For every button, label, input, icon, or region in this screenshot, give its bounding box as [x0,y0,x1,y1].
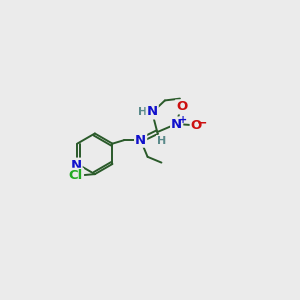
Text: N: N [70,159,82,172]
Text: N: N [171,118,182,130]
Text: O: O [176,100,187,113]
Text: −: − [197,117,208,130]
Text: +: + [178,115,187,125]
Text: H: H [138,107,147,117]
Text: Cl: Cl [69,169,83,182]
Text: H: H [157,136,166,146]
Text: N: N [147,106,158,118]
Text: O: O [191,119,202,132]
Text: N: N [135,134,146,147]
